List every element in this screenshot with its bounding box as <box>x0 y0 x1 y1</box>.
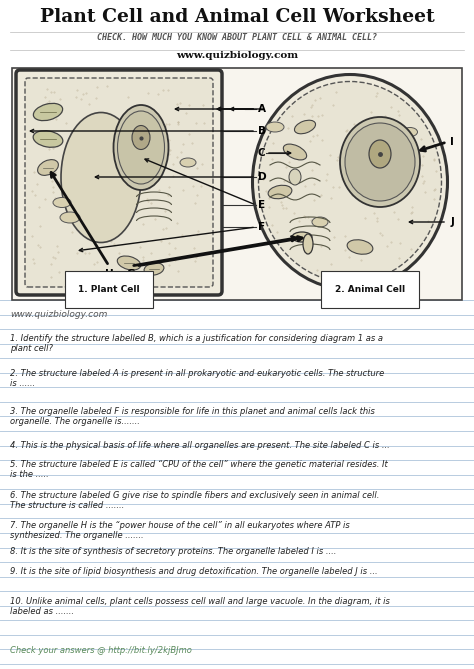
Ellipse shape <box>53 197 71 207</box>
Text: 7. The organelle H is the “power house of the cell” in all eukaryotes where ATP : 7. The organelle H is the “power house o… <box>10 521 350 541</box>
Ellipse shape <box>144 263 164 275</box>
Ellipse shape <box>117 256 141 270</box>
Text: F: F <box>258 222 265 232</box>
Text: H: H <box>105 269 113 279</box>
Ellipse shape <box>180 158 196 167</box>
Text: 6. The structure labeled G give rise to spindle fibers and exclusively seen in a: 6. The structure labeled G give rise to … <box>10 491 379 510</box>
Text: 1. Identify the structure labelled B, which is a justification for considering d: 1. Identify the structure labelled B, wh… <box>10 334 383 353</box>
Text: 9. It is the site of lipid biosynthesis and drug detoxification. The organelle l: 9. It is the site of lipid biosynthesis … <box>10 567 378 576</box>
Text: 2. Animal Cell: 2. Animal Cell <box>335 285 405 294</box>
FancyBboxPatch shape <box>16 70 222 295</box>
Ellipse shape <box>268 185 292 199</box>
Bar <box>12 68 462 300</box>
Text: 3. The organelle labeled F is responsible for life in this planet and animal cel: 3. The organelle labeled F is responsibl… <box>10 407 375 426</box>
Text: www.quizbiology.com: www.quizbiology.com <box>10 310 108 319</box>
Ellipse shape <box>340 117 420 207</box>
Text: E: E <box>258 200 265 210</box>
Ellipse shape <box>33 103 63 120</box>
Text: I: I <box>450 137 454 147</box>
Ellipse shape <box>369 140 391 168</box>
Ellipse shape <box>402 128 418 136</box>
Text: 2. The structure labeled A is present in all prokaryotic and eukaryotic cells. T: 2. The structure labeled A is present in… <box>10 369 384 389</box>
Ellipse shape <box>60 212 80 223</box>
Ellipse shape <box>258 82 441 282</box>
Text: 10. Unlike animal cells, plant cells possess cell wall and large vacuole. In the: 10. Unlike animal cells, plant cells pos… <box>10 597 390 616</box>
Text: 8. It is the site of synthesis of secretory proteins. The organelle labeled I is: 8. It is the site of synthesis of secret… <box>10 547 337 556</box>
Text: Check your answers @ http://bit.ly/2kjBJmo: Check your answers @ http://bit.ly/2kjBJ… <box>10 646 192 655</box>
Text: C: C <box>258 148 265 158</box>
Text: 1. Plant Cell: 1. Plant Cell <box>78 285 140 294</box>
Text: 5. The structure labeled E is called “CPU of the cell” where the genetic materia: 5. The structure labeled E is called “CP… <box>10 460 388 480</box>
Ellipse shape <box>37 160 58 175</box>
Ellipse shape <box>345 123 415 201</box>
Text: 4. This is the physical basis of life where all organelles are present. The site: 4. This is the physical basis of life wh… <box>10 441 390 450</box>
Ellipse shape <box>292 232 312 242</box>
Ellipse shape <box>118 111 164 184</box>
Ellipse shape <box>266 122 284 132</box>
Text: D: D <box>258 172 266 182</box>
Ellipse shape <box>283 144 307 160</box>
Text: A: A <box>258 104 266 114</box>
Text: Plant Cell and Animal Cell Worksheet: Plant Cell and Animal Cell Worksheet <box>40 8 434 26</box>
Ellipse shape <box>312 217 328 227</box>
Text: G: G <box>127 269 135 279</box>
Ellipse shape <box>132 126 150 149</box>
Ellipse shape <box>294 120 316 134</box>
FancyBboxPatch shape <box>25 78 213 287</box>
Text: CHECK. HOW MUCH YOU KNOW ABOUT PLANT CELL & ANIMAL CELL?: CHECK. HOW MUCH YOU KNOW ABOUT PLANT CEL… <box>97 33 377 42</box>
Text: www.quizbiology.com: www.quizbiology.com <box>176 51 298 60</box>
Ellipse shape <box>303 234 313 254</box>
Text: J: J <box>450 217 454 227</box>
Text: B: B <box>258 126 266 136</box>
Ellipse shape <box>33 130 63 147</box>
Ellipse shape <box>253 74 447 290</box>
Ellipse shape <box>289 169 301 185</box>
Ellipse shape <box>347 240 373 254</box>
Ellipse shape <box>113 105 168 190</box>
Ellipse shape <box>61 112 141 242</box>
